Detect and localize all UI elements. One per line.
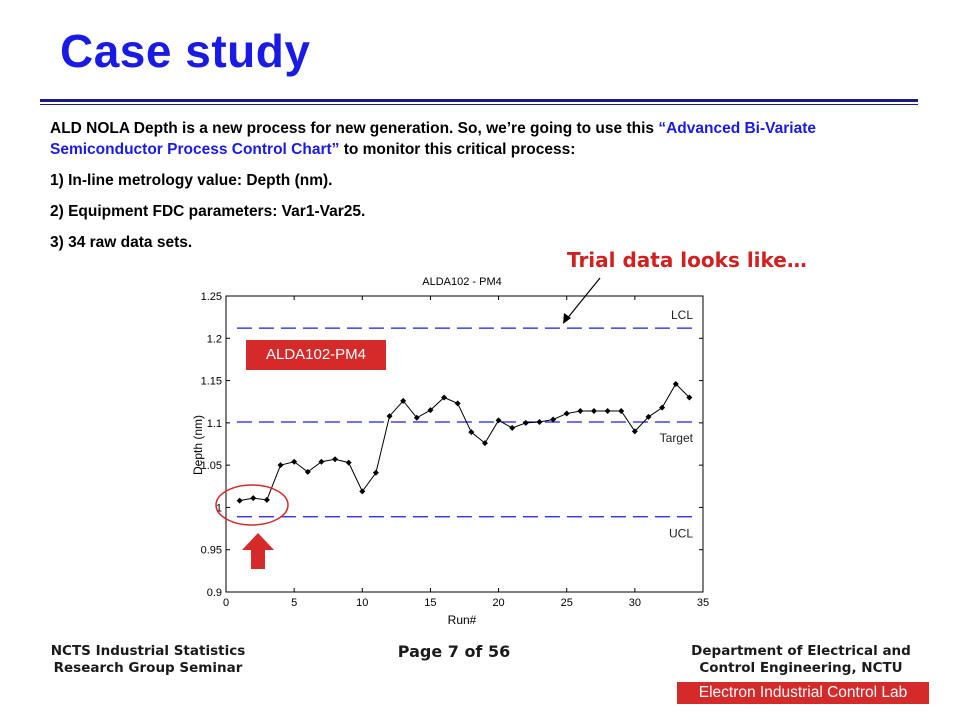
up-arrow-icon bbox=[242, 533, 274, 569]
x-tick-label: 35 bbox=[697, 597, 709, 609]
intro-text-b: to monitor this critical process: bbox=[339, 141, 576, 158]
title-divider bbox=[40, 99, 918, 102]
data-point bbox=[618, 408, 625, 415]
y-tick-label: 0.9 bbox=[207, 587, 222, 599]
limit-label-ucl: UCL bbox=[669, 527, 693, 541]
data-point bbox=[631, 428, 638, 435]
data-point bbox=[345, 459, 352, 466]
data-point bbox=[495, 417, 502, 424]
data-point bbox=[686, 394, 693, 401]
y-tick-label: 1.05 bbox=[201, 460, 222, 472]
data-point bbox=[454, 400, 461, 407]
chart-name-highlight: “Advanced Bi-Variate Semiconductor Proce… bbox=[50, 120, 816, 158]
data-point bbox=[509, 424, 516, 431]
y-axis-label: Depth (nm) bbox=[191, 415, 205, 475]
plot-frame bbox=[225, 295, 704, 593]
intro-paragraph: ALD NOLA Depth is a new process for new … bbox=[50, 118, 900, 160]
y-tick-label: 1.15 bbox=[201, 376, 222, 388]
data-point bbox=[236, 497, 243, 504]
data-point bbox=[332, 456, 339, 463]
data-point bbox=[645, 413, 652, 420]
data-point bbox=[386, 413, 393, 420]
data-point bbox=[400, 397, 407, 404]
lab-badge: Electron Industrial Control Lab bbox=[677, 682, 929, 704]
depth-series-line bbox=[239, 383, 690, 502]
data-point bbox=[372, 469, 379, 476]
data-point bbox=[441, 394, 448, 401]
x-tick-label: 10 bbox=[356, 597, 368, 609]
callout-arrowhead-icon bbox=[563, 313, 571, 324]
x-tick-label: 30 bbox=[629, 597, 641, 609]
list-item-datasets: 3) 34 raw data sets. bbox=[50, 234, 193, 251]
footer-seminar: NCTS Industrial Statistics Research Grou… bbox=[50, 643, 246, 676]
slide-body: ALD NOLA Depth is a new process for new … bbox=[50, 118, 900, 263]
data-point bbox=[590, 408, 597, 415]
callout-arrow bbox=[565, 277, 601, 321]
data-point bbox=[659, 404, 666, 411]
data-point bbox=[359, 488, 366, 495]
list-item-metrology: 1) In-line metrology value: Depth (nm). bbox=[50, 172, 333, 189]
data-point bbox=[522, 419, 529, 426]
y-tick-label: 0.95 bbox=[201, 545, 222, 557]
data-point bbox=[304, 468, 311, 475]
x-axis-label: Run# bbox=[448, 613, 477, 627]
x-tick-label: 15 bbox=[424, 597, 436, 609]
callout-text: Trial data looks like… bbox=[567, 248, 807, 272]
x-tick-label: 20 bbox=[492, 597, 504, 609]
data-point bbox=[536, 419, 543, 426]
control-chart: ALDA102 - PM4 Run# Depth (nm) 0 5 10 15 20 25… bbox=[191, 276, 709, 627]
highlight-circle bbox=[215, 484, 289, 526]
chart-title: ALDA102 - PM4 bbox=[422, 276, 501, 288]
y-tick-label: 1 bbox=[216, 502, 222, 514]
x-tick-label: 0 bbox=[223, 597, 229, 609]
data-point bbox=[577, 408, 584, 415]
data-point bbox=[481, 440, 488, 447]
data-point bbox=[250, 495, 257, 502]
data-point bbox=[318, 458, 325, 465]
data-point bbox=[672, 380, 679, 387]
page-title: Case study bbox=[60, 25, 311, 77]
intro-text-a: ALD NOLA Depth is a new process for new … bbox=[50, 120, 659, 137]
title-divider-thin bbox=[40, 104, 918, 105]
data-point bbox=[468, 429, 475, 436]
data-point bbox=[291, 458, 298, 465]
data-point bbox=[563, 410, 570, 417]
data-point bbox=[427, 407, 434, 414]
page-number: Page 7 of 56 bbox=[397, 642, 511, 661]
limit-label-target: Target bbox=[660, 431, 694, 445]
data-point bbox=[604, 408, 611, 415]
x-tick-label: 5 bbox=[291, 597, 297, 609]
y-tick-label: 1.2 bbox=[207, 333, 222, 345]
list-item-fdc: 2) Equipment FDC parameters: Var1-Var25. bbox=[50, 203, 366, 220]
limit-label-lcl: LCL bbox=[671, 308, 693, 322]
data-point bbox=[263, 496, 270, 503]
footer-department: Department of Electrical and Control Eng… bbox=[691, 643, 911, 676]
data-point bbox=[277, 462, 284, 469]
equipment-tag: ALDA102-PM4 bbox=[246, 340, 386, 370]
data-point bbox=[413, 414, 420, 421]
y-tick-label: 1.1 bbox=[207, 418, 222, 430]
y-tick-label: 1.25 bbox=[201, 291, 222, 303]
x-tick-label: 25 bbox=[561, 597, 573, 609]
data-point bbox=[550, 416, 557, 423]
